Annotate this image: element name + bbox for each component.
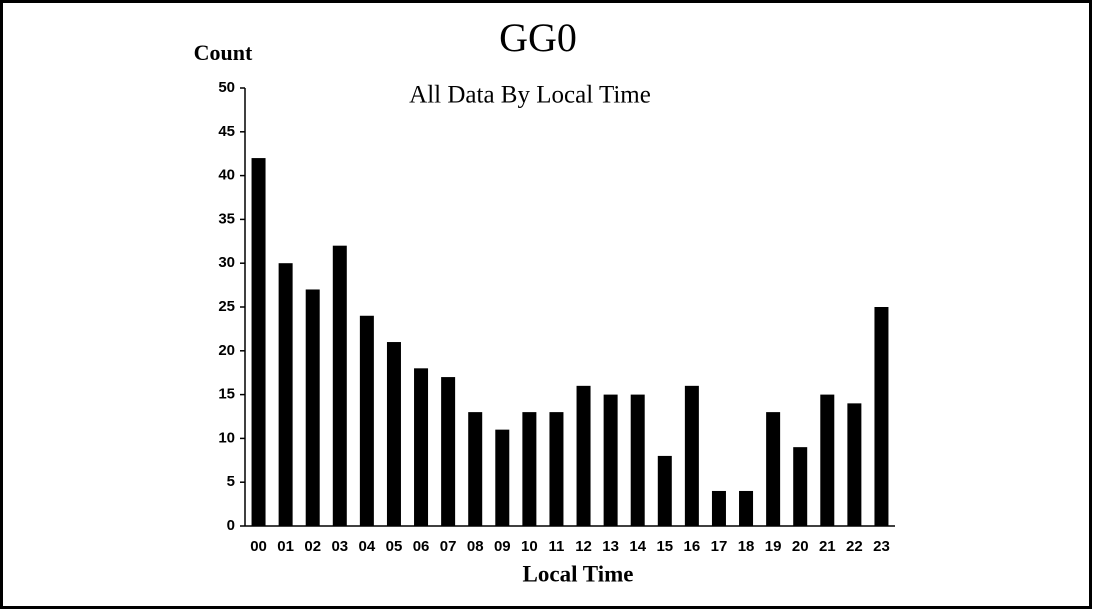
bar: [603, 394, 618, 526]
x-tick-label: 21: [819, 538, 836, 555]
x-axis-label: Local Time: [523, 561, 634, 586]
x-tick-label: 05: [386, 538, 403, 555]
bar: [359, 315, 374, 526]
bar: [657, 455, 672, 526]
x-tick-label: 02: [304, 538, 321, 555]
y-tick-label: 0: [227, 517, 235, 534]
y-tick-label: 45: [218, 123, 235, 140]
x-tick-label: 12: [575, 538, 592, 555]
x-tick-label: 13: [602, 538, 619, 555]
x-tick-label: 22: [846, 538, 863, 555]
bar: [441, 377, 456, 526]
x-tick-label: 04: [359, 538, 376, 555]
bar: [711, 490, 726, 526]
x-tick-label: 20: [792, 538, 809, 555]
x-tick-label: 08: [467, 538, 484, 555]
y-tick-label: 10: [218, 429, 235, 446]
x-tick-label: 01: [277, 538, 294, 555]
y-tick-label: 50: [218, 79, 235, 96]
bar: [847, 403, 862, 526]
y-tick-label: 20: [218, 342, 235, 359]
bar: [549, 412, 564, 526]
bar: [251, 158, 266, 526]
bar: [332, 245, 347, 526]
y-tick-label: 15: [218, 386, 235, 403]
bar: [793, 447, 808, 526]
x-tick-label: 03: [331, 538, 348, 555]
x-tick-label: 16: [684, 538, 701, 555]
x-tick-label: 18: [738, 538, 755, 555]
bar: [522, 412, 537, 526]
bar: [468, 412, 483, 526]
bar: [305, 289, 320, 526]
bar: [495, 429, 510, 526]
x-tick-label: 07: [440, 538, 457, 555]
x-tick-label: 11: [549, 538, 565, 555]
x-tick-label: 14: [629, 538, 646, 555]
y-axis-label: Count: [194, 40, 253, 65]
x-tick-label: 19: [765, 538, 782, 555]
bar: [630, 394, 645, 526]
x-tick-label: 10: [521, 538, 538, 555]
bar: [576, 385, 591, 526]
x-tick-label: 17: [711, 538, 728, 555]
x-tick-label: 23: [873, 538, 890, 555]
y-tick-label: 35: [218, 210, 235, 227]
bar: [278, 263, 293, 526]
chart-subtitle: All Data By Local Time: [409, 82, 651, 109]
x-tick-label: 15: [656, 538, 673, 555]
y-tick-label: 30: [218, 254, 235, 271]
x-tick-label: 06: [413, 538, 430, 555]
x-tick-label: 09: [494, 538, 511, 555]
x-tick-label: 00: [250, 538, 267, 555]
bar: [684, 385, 699, 526]
bar: [386, 342, 401, 526]
chart-title: GG0: [499, 15, 577, 60]
y-tick-label: 40: [218, 167, 235, 184]
bar: [739, 490, 754, 526]
bar: [874, 307, 889, 526]
bar: [414, 368, 429, 526]
y-tick-label: 5: [227, 473, 235, 490]
bar: [766, 412, 781, 526]
y-tick-label: 25: [218, 298, 235, 315]
bar: [820, 394, 835, 526]
